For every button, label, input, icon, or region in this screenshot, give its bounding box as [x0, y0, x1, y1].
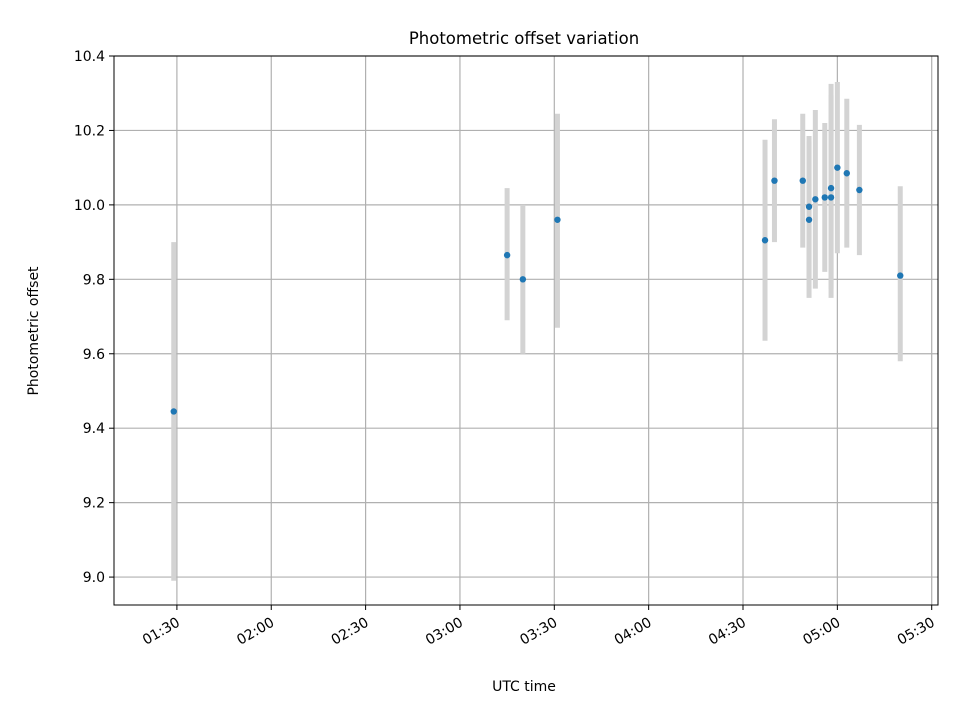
y-tick-label: 9.2	[83, 496, 105, 512]
y-axis-label: Photometric offset	[26, 266, 42, 396]
y-tick-label: 9.6	[83, 347, 105, 363]
data-point	[834, 164, 841, 171]
data-point	[812, 196, 819, 203]
data-point	[519, 276, 527, 283]
data-point	[771, 177, 778, 184]
data-point	[170, 408, 177, 415]
data-point	[856, 186, 863, 194]
data-points	[170, 164, 904, 415]
data-point	[805, 203, 813, 210]
x-axis-label: UTC time	[492, 679, 556, 695]
data-point	[503, 251, 511, 259]
y-tick-label: 9.0	[83, 570, 105, 586]
y-tick-label: 10.0	[74, 198, 105, 214]
y-tick-label: 10.2	[74, 123, 105, 139]
data-point	[827, 184, 835, 192]
data-point	[805, 216, 813, 223]
y-tick-label: 9.4	[83, 421, 105, 437]
data-point	[761, 237, 769, 244]
y-axis-ticks: 9.0 9.2 9.4 9.6 9.8 10.0 10.2 10.4	[74, 49, 114, 586]
y-tick-label: 9.8	[83, 272, 105, 288]
data-point	[799, 177, 806, 184]
data-point	[821, 194, 828, 201]
chart-title: Photometric offset variation	[409, 29, 639, 48]
data-point	[827, 194, 835, 201]
axes-frame	[113, 55, 939, 606]
data-point	[897, 272, 904, 279]
data-point	[554, 216, 561, 223]
y-tick-label: 10.4	[74, 49, 105, 65]
data-point	[843, 170, 850, 177]
